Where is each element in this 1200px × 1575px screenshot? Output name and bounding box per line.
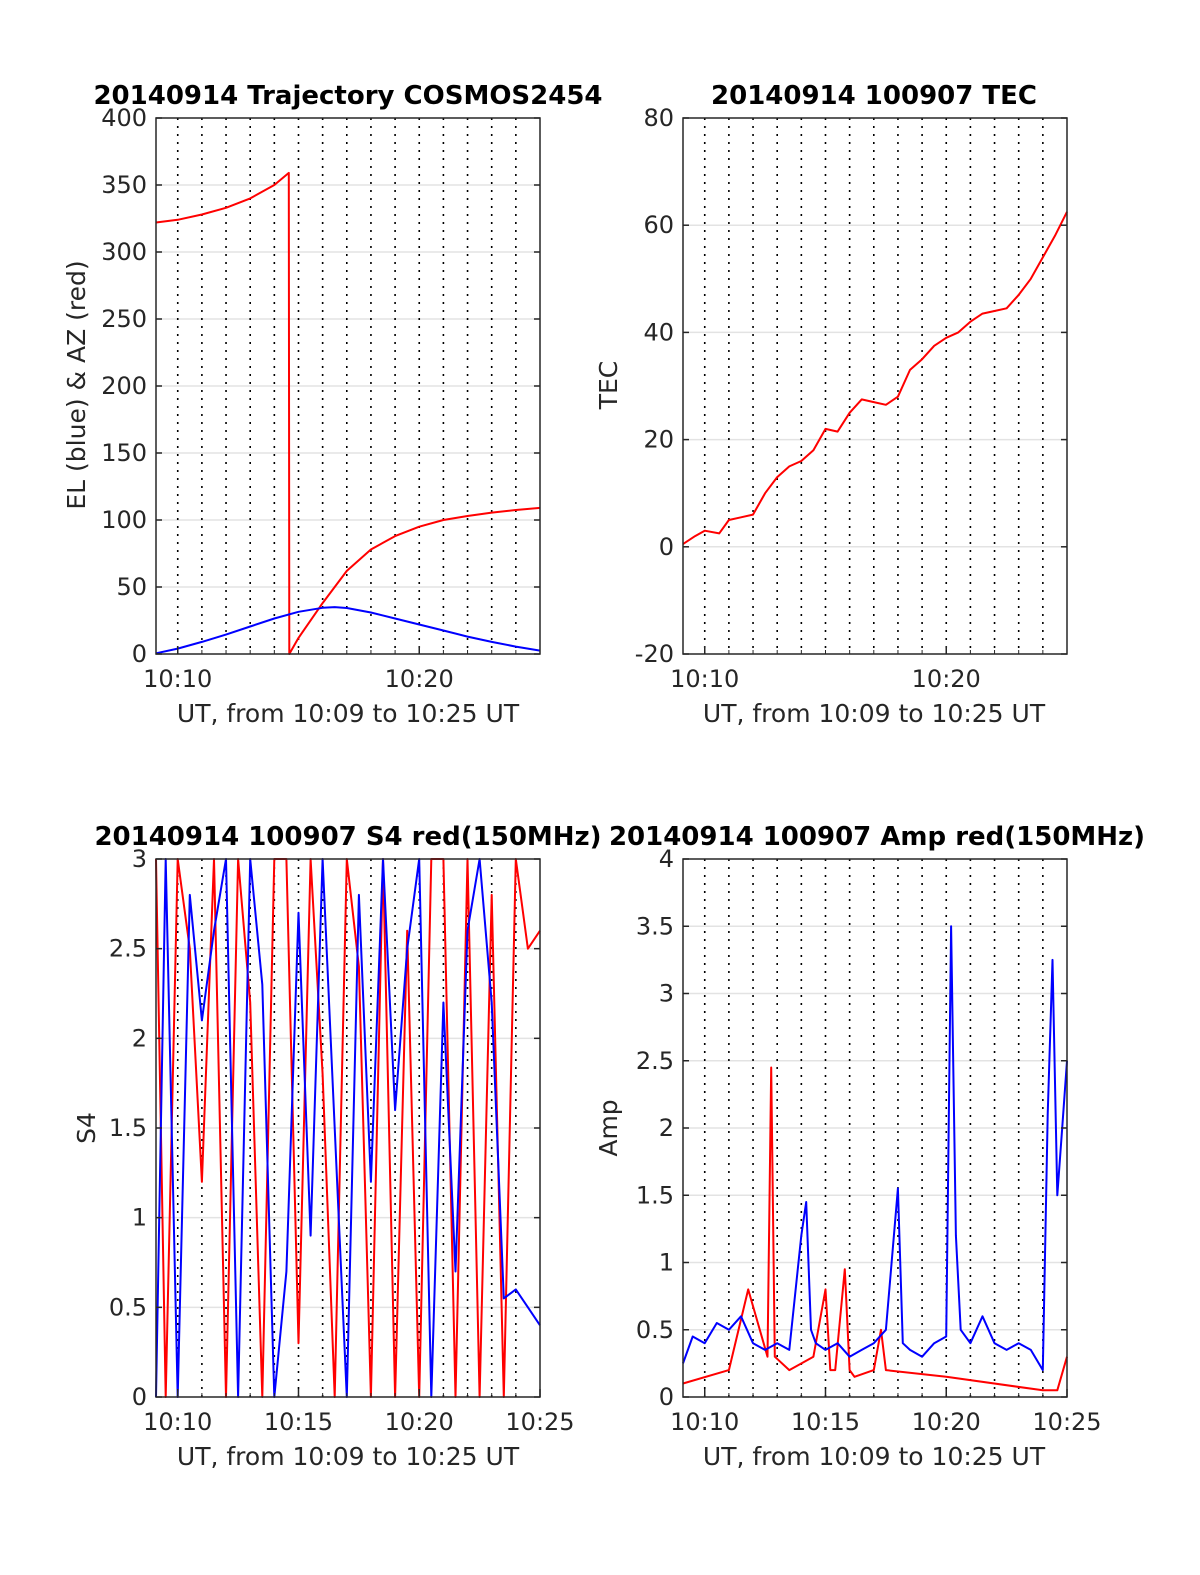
amp-y-tick-label: 4	[659, 845, 674, 873]
amp-y-label: Amp	[594, 1099, 623, 1156]
amp-y-tick-label: 3	[659, 980, 674, 1008]
amp-title: 20140914 100907 Amp red(150MHz)	[609, 822, 1145, 852]
trajectory-x-tick-label: 10:10	[143, 665, 212, 693]
amp-y-tick-label: 1.5	[636, 1181, 674, 1209]
s4-y-tick-label: 2	[132, 1024, 147, 1052]
amp-series-blue-line	[682, 925, 1068, 1372]
trajectory-y-tick-label: 200	[101, 372, 147, 400]
s4-panel: 20140914 100907 S4 red(150MHz) UT, from …	[72, 822, 602, 1471]
amp-x-tick-label: 10:25	[1032, 1408, 1101, 1436]
trajectory-y-tick-label: 150	[101, 439, 147, 467]
trajectory-x-tick-label: 10:20	[385, 665, 454, 693]
amp-y-tick-label: 1	[659, 1249, 674, 1277]
trajectory-y-tick-label: 350	[101, 171, 147, 199]
amp-x-label: UT, from 10:09 to 10:25 UT	[703, 1442, 1046, 1471]
tec-axes-box	[682, 117, 1068, 655]
tec-series-tec-line	[682, 211, 1068, 545]
tec-y-tick-label: 80	[643, 104, 674, 132]
trajectory-y-tick-label: 100	[101, 506, 147, 534]
s4-x-tick-label: 10:25	[505, 1408, 574, 1436]
trajectory-title: 20140914 Trajectory COSMOS2454	[93, 81, 602, 111]
trajectory-y-tick-label: 50	[116, 573, 147, 601]
s4-title: 20140914 100907 S4 red(150MHz)	[94, 822, 601, 852]
tec-x-label: UT, from 10:09 to 10:25 UT	[703, 699, 1046, 728]
tec-y-tick-label: 0	[659, 533, 674, 561]
tec-y-tick-label: -20	[635, 640, 674, 668]
amp-y-tick-label: 0	[659, 1383, 674, 1411]
tec-panel: 20140914 100907 TEC UT, from 10:09 to 10…	[594, 81, 1068, 728]
s4-y-label: S4	[72, 1112, 101, 1144]
trajectory-panel: 20140914 Trajectory COSMOS2454 UT, from …	[62, 81, 603, 728]
tec-y-label: TEC	[594, 361, 623, 411]
s4-x-tick-label: 10:10	[143, 1408, 212, 1436]
amp-series-red-line	[682, 1066, 1068, 1392]
amp-panel: 20140914 100907 Amp red(150MHz) UT, from…	[594, 822, 1145, 1471]
s4-y-tick-label: 2.5	[109, 935, 147, 963]
trajectory-x-label: UT, from 10:09 to 10:25 UT	[177, 699, 520, 728]
trajectory-y-tick-label: 300	[101, 238, 147, 266]
trajectory-y-tick-label: 250	[101, 305, 147, 333]
tec-y-tick-label: 20	[643, 426, 674, 454]
trajectory-y-tick-label: 400	[101, 104, 147, 132]
s4-y-tick-label: 0.5	[109, 1293, 147, 1321]
trajectory-series-el-line	[155, 606, 541, 655]
amp-x-tick-label: 10:20	[912, 1408, 981, 1436]
s4-y-tick-label: 0	[132, 1383, 147, 1411]
tec-x-tick-label: 10:20	[912, 665, 981, 693]
s4-x-tick-label: 10:15	[264, 1408, 333, 1436]
amp-y-tick-label: 2.5	[636, 1047, 674, 1075]
tec-y-tick-label: 60	[643, 211, 674, 239]
tec-x-tick-label: 10:10	[670, 665, 739, 693]
s4-y-tick-label: 1	[132, 1204, 147, 1232]
tec-plot-area	[683, 118, 1067, 654]
amp-x-tick-label: 10:15	[791, 1408, 860, 1436]
amp-y-tick-label: 0.5	[636, 1316, 674, 1344]
amp-y-tick-label: 3.5	[636, 912, 674, 940]
trajectory-y-tick-label: 0	[132, 640, 147, 668]
trajectory-y-label: EL (blue) & AZ (red)	[62, 260, 91, 509]
tec-y-tick-label: 40	[643, 318, 674, 346]
amp-y-tick-label: 2	[659, 1114, 674, 1142]
s4-y-tick-label: 1.5	[109, 1114, 147, 1142]
s4-y-tick-label: 3	[132, 845, 147, 873]
tec-title: 20140914 100907 TEC	[711, 81, 1037, 111]
s4-x-tick-label: 10:20	[385, 1408, 454, 1436]
amp-x-tick-label: 10:10	[670, 1408, 739, 1436]
s4-x-label: UT, from 10:09 to 10:25 UT	[177, 1442, 520, 1471]
trajectory-series-az-line	[155, 171, 541, 655]
